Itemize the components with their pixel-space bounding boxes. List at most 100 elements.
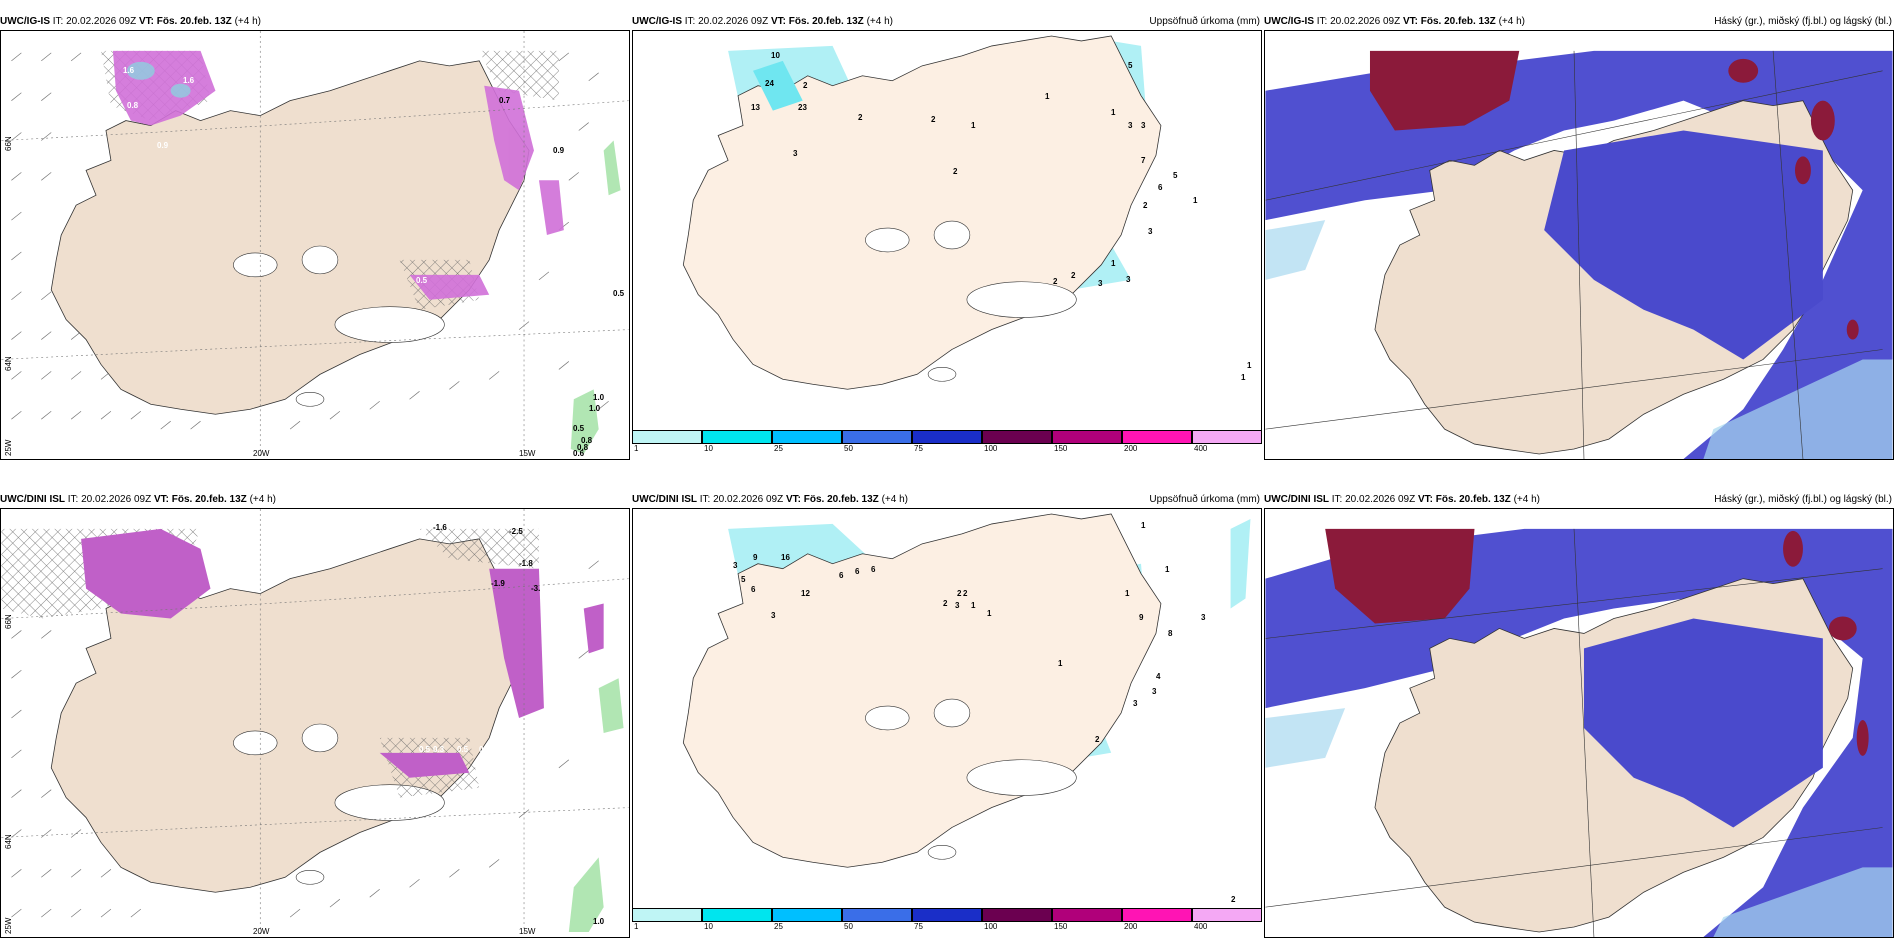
mid-cloud [1265,220,1893,459]
it-label: IT: [52,16,64,27]
panel-header: UWC/IG-IS IT: 20.02.2026 09Z VT: Fös. 20… [0,14,630,30]
value-label: 0.5 [573,424,585,433]
value-label: 0.3 [433,745,445,754]
colorbar-swatch [772,908,842,922]
colorbar-tick: 75 [914,444,923,453]
colorbar-swatch [772,430,842,444]
value-label: 1.0 [593,393,605,402]
value-label: 6 [871,565,876,574]
value-label: 3 [1128,121,1133,130]
value-label: 1 [1125,589,1130,598]
vt-value: Fös. 20.feb. 13Z [1435,494,1511,505]
value-label: 3 [1152,687,1157,696]
value-label: 2 [1231,895,1236,904]
colorbar-tick: 10 [704,922,713,931]
vt-value: Fös. 20.feb. 13Z [1420,16,1496,27]
it-value: 20.02.2026 09Z [81,494,152,505]
value-label: 0.9 [157,141,169,150]
colorbar-tick: 150 [1054,444,1068,453]
value-label: 3 [1201,613,1206,622]
it-value: 20.02.2026 09Z [698,16,769,27]
map-svg [1265,509,1893,937]
lat-label-64: 64N [4,834,13,849]
model-name: UWC/DINI ISL [1264,494,1329,505]
vt-value: Fös. 20.feb. 13Z [803,494,879,505]
colorbar-tick: 400 [1194,444,1208,453]
map-area: 10 24 2 13 23 2 3 2 2 1 5 1 1 3 3 7 6 5 … [632,30,1262,432]
colorbar-tick: 1 [634,922,639,931]
model-name: UWC/IG-IS [1264,16,1314,27]
value-label: 24 [765,79,774,88]
glaciers [865,698,1077,860]
colorbar-tick: 200 [1124,922,1138,931]
map-svg [1,509,629,937]
vt-label: VT: [770,16,786,27]
value-label: 2 [1143,201,1148,210]
value-label: 2 [1053,277,1058,286]
vt-value: Fös. 20.feb. 13Z [156,16,232,27]
map-area: 66N 64N 25W 20W 15W 1.6 1.6 0.9 0.8 0.7 … [0,30,630,460]
value-label: 1 [1247,361,1252,370]
lead-time: (+4 h) [249,494,276,505]
value-label: 0.5 [457,745,469,754]
colorbar-swatch [842,908,912,922]
value-label: 0.5 [419,745,431,754]
value-label: 4 [1156,672,1161,681]
value-label: 3 [1098,279,1103,288]
colorbar-tick: 1 [634,444,639,453]
colorbar-swatch [1052,430,1122,444]
value-label: 2 [1095,735,1100,744]
map-svg [1,31,629,459]
value-label: 0.9 [553,146,565,155]
colorbar-swatch [702,430,772,444]
field-title: Uppsöfnuð úrkoma (mm) [1149,494,1260,505]
colorbar-tick: 50 [844,922,853,931]
map-area: 3 9 16 5 6 12 6 6 6 3 2 2 1 2 3 1 1 1 1 … [632,508,1262,910]
high-cloud [1325,528,1869,756]
panel-header: UWC/IG-IS IT: 20.02.2026 09Z VT: Fös. 20… [632,14,1262,30]
value-label: 7 [1141,156,1146,165]
field-title: Uppsöfnuð úrkoma (mm) [1149,16,1260,27]
value-label: 6 [1158,183,1163,192]
value-label: 1.6 [123,66,135,75]
value-label: 0.3 [146,517,158,526]
lon-label-20: 20W [253,449,270,458]
map-area: 66N 64N 25W 20W 15W 0.3 0.3 -1.6 -2.5 -1… [0,508,630,938]
panel-header: UWC/DINI ISL IT: 20.02.2026 09Z VT: Fös.… [1264,492,1894,508]
value-label: 1 [1241,373,1246,382]
it-label: IT: [699,494,711,505]
value-label: 1 [1058,659,1063,668]
value-label: 5 [741,575,746,584]
colorbar-tick: 10 [704,444,713,453]
value-label: 2 [943,599,948,608]
value-label: -1.6 [433,523,447,532]
lat-label-64: 64N [4,356,13,371]
value-label: 6 [855,567,860,576]
colorbar-tick: 50 [844,444,853,453]
snow-precip [81,528,604,778]
map-area [1264,508,1894,938]
it-value: 20.02.2026 09Z [1330,16,1401,27]
colorbar-tick: 200 [1124,444,1138,453]
value-label: 23 [798,103,807,112]
map-area [1264,30,1894,460]
vt-value: Fös. 20.feb. 13Z [171,494,247,505]
value-label: 0.5 [613,289,625,298]
value-label: 3 [1126,275,1131,284]
lon-label-15: 15W [519,449,536,458]
value-label: 0.8 [127,101,139,110]
lead-time: (+4 h) [1498,16,1525,27]
value-label: 6 [751,585,756,594]
model-name: UWC/IG-IS [0,16,50,27]
value-label: 2 [931,115,936,124]
colorbar-swatch [632,430,702,444]
vt-label: VT: [1417,494,1433,505]
lead-time: (+4 h) [881,494,908,505]
value-label: 1 [987,609,992,618]
value-label: 0.6 [573,449,585,458]
panel-clouds-dini: UWC/DINI ISL IT: 20.02.2026 09Z VT: Fös.… [1264,492,1894,940]
model-name: UWC/DINI ISL [0,494,65,505]
value-label: 0.5 [416,276,428,285]
value-label: 3 [1133,699,1138,708]
map-svg [633,31,1261,431]
